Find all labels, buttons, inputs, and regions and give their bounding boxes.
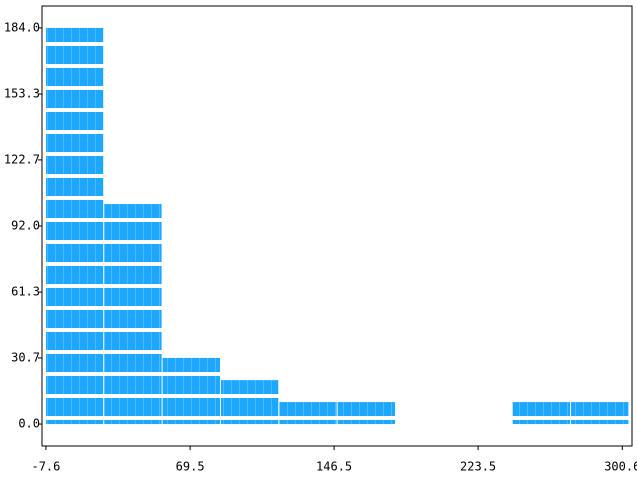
y-tick-label: 153.3 [4,87,40,101]
x-tick-label: 223.5 [460,460,496,474]
x-tick-label: 300.6 [604,460,637,474]
histogram-bar [220,380,279,425]
y-tick-label: 30.7 [11,350,40,364]
y-tick-label: 0.0 [18,417,40,431]
x-tick-label: 146.5 [316,460,352,474]
y-tick-label: 184.0 [4,20,40,34]
histogram-bar [162,357,220,425]
histogram-bar [45,27,104,425]
y-tick-label: 61.3 [11,285,40,299]
histogram-bar [337,402,395,425]
histogram-bar [104,204,162,425]
y-tick-label: 92.0 [11,219,40,233]
x-tick-label: -7.6 [31,460,60,474]
histogram-bar [279,402,337,425]
histogram-bar [512,402,571,425]
histogram-bar [571,402,629,425]
y-tick-label: 122.7 [4,152,40,166]
x-tick-label: 69.5 [176,460,205,474]
